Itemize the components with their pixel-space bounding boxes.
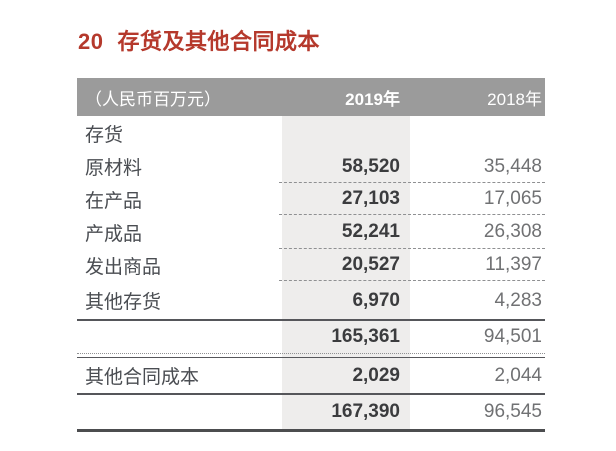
value-2018: 4,283 xyxy=(494,289,542,311)
row-separator-dashed xyxy=(279,280,545,282)
section-divider-double-rule xyxy=(77,353,545,358)
row-label: 发出商品 xyxy=(85,256,162,278)
value-2018: 2,044 xyxy=(494,364,542,386)
table-row-raw-materials: 原材料 58,520 35,448 xyxy=(77,151,545,182)
row-separator-dashed xyxy=(279,248,545,250)
table-row-finished-goods: 产成品 52,241 26,308 xyxy=(77,216,545,248)
table-row-inventory-subtotal: 165,361 94,501 xyxy=(77,321,545,353)
row-label: 存货 xyxy=(85,125,124,146)
column-header-2019: 2019年 xyxy=(345,89,400,109)
column-header-2018: 2018年 xyxy=(487,89,542,109)
section-title-text: 存货及其他合同成本 xyxy=(117,29,320,54)
inventory-table: （人民币百万元） 2019年 2018年 存货 原材料 58,520 35,44… xyxy=(77,78,545,432)
subtotal-rule xyxy=(77,319,545,321)
value-2019: 165,361 xyxy=(331,326,400,347)
table-row-other-contract-costs: 其他合同成本 2,029 2,044 xyxy=(77,358,545,393)
value-2018: 35,448 xyxy=(483,155,542,177)
row-separator-dashed xyxy=(279,214,545,216)
value-2019: 20,527 xyxy=(341,254,400,275)
row-label: 其他存货 xyxy=(85,292,162,313)
column-2019-shading xyxy=(282,116,410,429)
section-title: 20 存货及其他合同成本 xyxy=(78,24,320,56)
value-2018: 11,397 xyxy=(485,254,542,275)
table-row-goods-delivered: 发出商品 20,527 11,397 xyxy=(77,250,545,280)
value-2019: 167,390 xyxy=(331,401,400,422)
row-label: 在产品 xyxy=(85,190,143,212)
value-2019: 6,970 xyxy=(352,289,400,311)
value-2019: 52,241 xyxy=(341,221,400,242)
table-row-grand-total: 167,390 96,545 xyxy=(77,395,545,429)
row-label: 产成品 xyxy=(85,223,143,245)
table-row-other-inventory: 其他存货 6,970 4,283 xyxy=(77,282,545,319)
total-rule xyxy=(77,393,545,395)
value-2019: 2,029 xyxy=(352,364,400,386)
row-label: 其他合同成本 xyxy=(85,367,200,388)
value-2019: 58,520 xyxy=(341,155,400,177)
section-number: 20 xyxy=(78,29,104,54)
value-2018: 96,545 xyxy=(483,401,542,422)
row-label: 原材料 xyxy=(85,158,143,179)
unit-header: （人民币百万元） xyxy=(85,89,221,109)
value-2019: 27,103 xyxy=(341,188,400,209)
table-row-work-in-progress: 在产品 27,103 17,065 xyxy=(77,184,545,214)
value-2018: 26,308 xyxy=(483,221,542,242)
table-row-group-inventory: 存货 xyxy=(77,116,545,151)
value-2018: 94,501 xyxy=(483,326,542,347)
value-2018: 17,065 xyxy=(483,188,542,209)
table-header-row: （人民币百万元） 2019年 2018年 xyxy=(77,78,545,116)
row-separator-dashed xyxy=(279,182,545,184)
